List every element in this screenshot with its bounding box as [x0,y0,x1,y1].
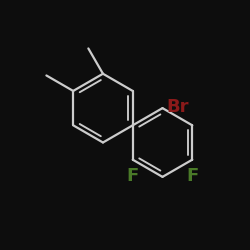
Text: F: F [186,167,198,185]
Text: Br: Br [166,98,189,116]
Text: F: F [126,167,139,185]
